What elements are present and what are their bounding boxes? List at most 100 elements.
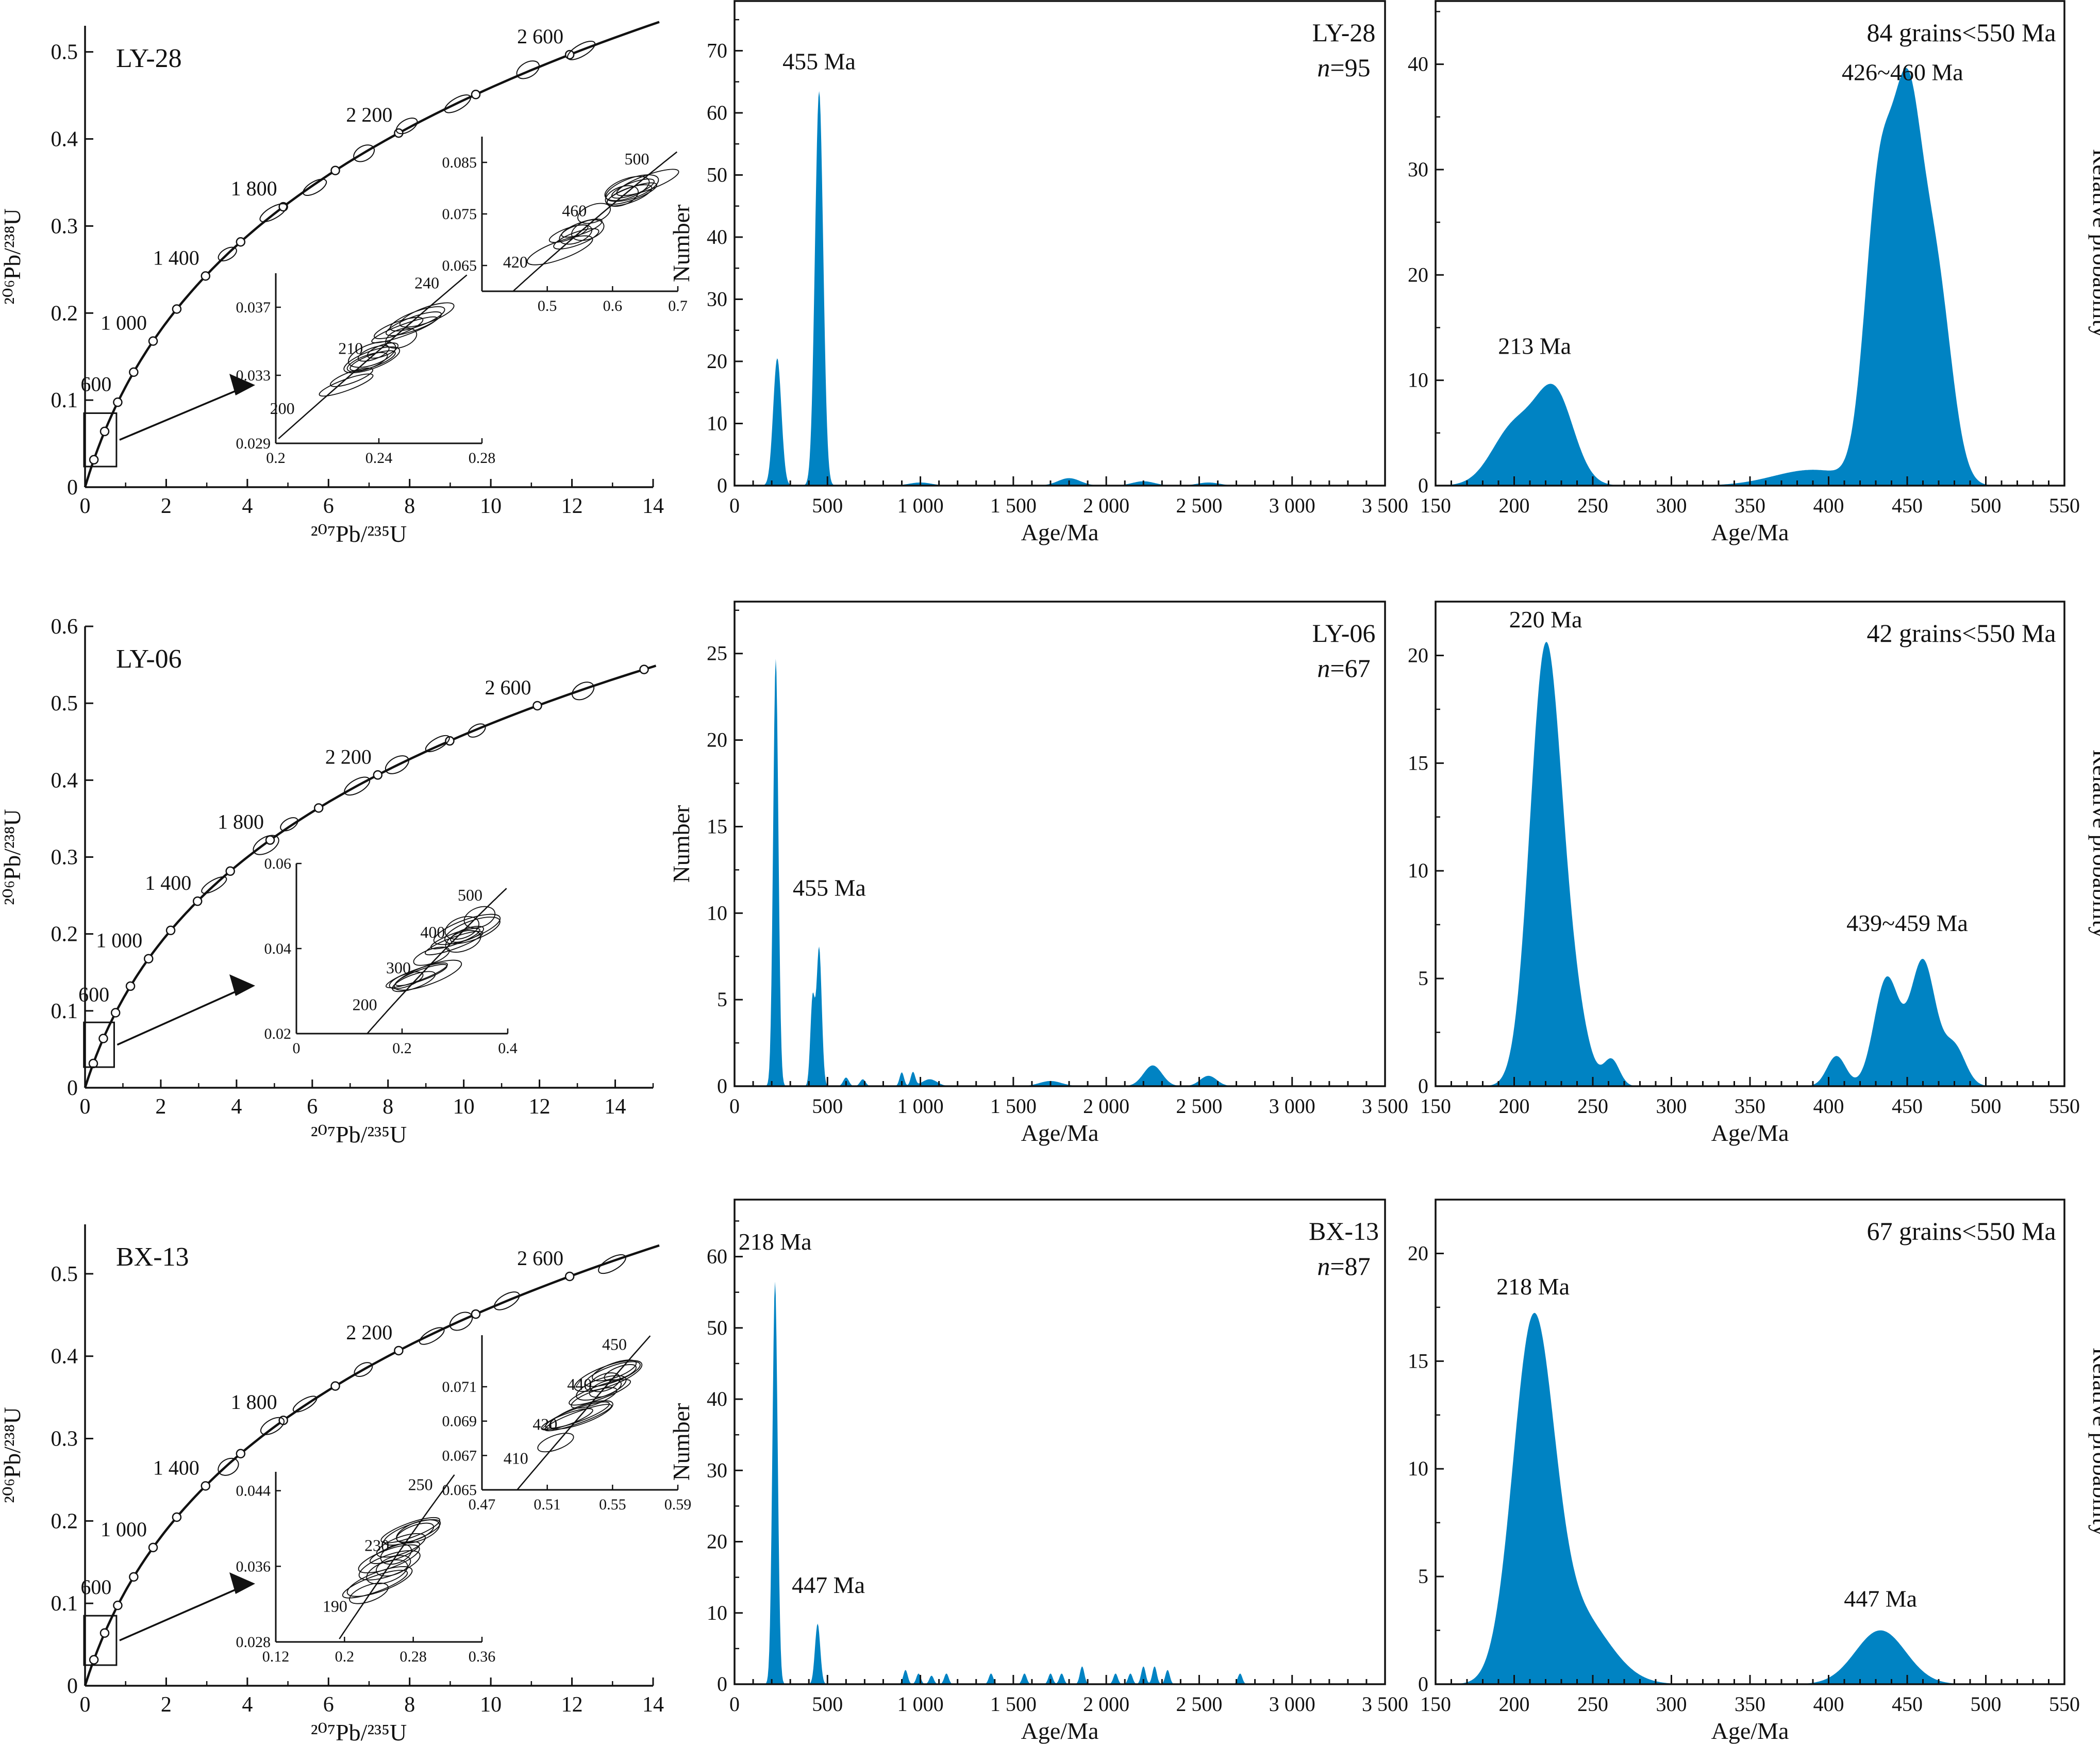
sample-title: LY-06 [1312, 619, 1376, 647]
y-tick-label: 40 [707, 1387, 727, 1410]
x-tick-label: 400 [1813, 1692, 1844, 1716]
inset-age-label: 420 [503, 253, 528, 271]
histogram-area [735, 1282, 1385, 1684]
inset-y-tick-label: 0.06 [264, 855, 292, 872]
y-tick-label: 0 [717, 474, 727, 497]
x-axis-label: ²⁰⁷Pb/²³⁵U [311, 1719, 407, 1744]
inset-x-tick-label: 0.55 [599, 1496, 626, 1513]
x-tick-label: 1 000 [897, 1094, 944, 1118]
inset-ellipse [571, 1387, 618, 1409]
x-tick-label: 4 [231, 1095, 242, 1119]
y-tick-label: 20 [1408, 643, 1428, 667]
probability-area [1436, 642, 2064, 1086]
data-ellipse [395, 118, 418, 135]
inset-ellipse [592, 1359, 637, 1382]
age-marker [172, 304, 182, 314]
inset-ellipse [349, 1582, 389, 1604]
x-tick-label: 2 000 [1083, 1094, 1129, 1118]
inset-age-label: 190 [323, 1597, 347, 1615]
inset-ellipse [605, 185, 639, 207]
y-axis-label: ²⁰⁶Pb/²³⁸U [0, 1407, 25, 1503]
inset-ellipse [357, 345, 390, 362]
inset-ellipse [589, 1379, 622, 1398]
peak-annotation: 218 Ma [739, 1228, 812, 1255]
y-tick-label: 0.3 [51, 1427, 78, 1451]
x-tick-label: 500 [1971, 1094, 2002, 1118]
age-marker [99, 1628, 110, 1638]
age-marker [201, 1481, 211, 1491]
x-tick-label: 0 [80, 494, 91, 518]
inset-ellipse [444, 916, 479, 940]
peak-annotation: 439~459 Ma [1846, 910, 1968, 936]
inset-ellipse [604, 176, 650, 202]
inset-x-tick-label: 0.2 [392, 1040, 412, 1057]
x-tick-label: 500 [1971, 494, 2002, 517]
age-marker [172, 1512, 182, 1522]
curve-age-label: 2 200 [325, 745, 372, 768]
age-marker [313, 803, 324, 813]
x-tick-label: 2 [155, 1095, 166, 1119]
inset-x-tick-label: 0.4 [498, 1040, 518, 1057]
y-tick-label: 60 [707, 101, 727, 124]
x-axis-label: ²⁰⁷Pb/²³⁵U [311, 521, 407, 547]
inset-x-tick-label: 0.6 [603, 297, 623, 314]
data-ellipse [598, 1254, 626, 1274]
y-tick-label: 0 [717, 1074, 727, 1098]
data-ellipse [468, 723, 486, 738]
x-tick-label: 14 [642, 1693, 664, 1717]
inset-age-label: 300 [386, 958, 411, 977]
x-tick-label: 2 000 [1083, 494, 1129, 517]
inset-ellipse [395, 964, 448, 986]
inset-age-label: 410 [504, 1449, 528, 1468]
y-tick-label: 30 [707, 1458, 727, 1482]
age-marker [192, 896, 203, 906]
age-marker [143, 954, 154, 964]
data-ellipse [292, 1396, 318, 1413]
sample-title: LY-28 [1312, 18, 1376, 47]
age-marker [110, 1008, 121, 1018]
x-tick-label: 250 [1577, 1094, 1608, 1118]
inset-age-label: 200 [270, 399, 295, 418]
y-tick-label: 0.3 [51, 846, 78, 870]
probability-area [1436, 1313, 2064, 1684]
x-tick-label: 250 [1577, 494, 1608, 517]
x-axis-label: Age/Ma [1021, 1120, 1099, 1146]
x-tick-label: 0 [729, 1692, 740, 1716]
zoom-box [83, 412, 118, 468]
inset-x-tick-label: 0.5 [538, 297, 557, 314]
inset-age-label: 420 [532, 1415, 557, 1433]
x-tick-label: 14 [605, 1095, 626, 1119]
grains-title: 84 grains<550 Ma [1866, 18, 2056, 47]
x-tick-label: 0 [80, 1693, 91, 1717]
age-marker [265, 835, 275, 845]
age-marker [394, 1346, 404, 1356]
grains-title: 42 grains<550 Ma [1866, 619, 2056, 647]
y-axis-label: Number [668, 1403, 694, 1481]
x-tick-label: 500 [812, 1692, 843, 1716]
y-tick-label: 0.1 [51, 1592, 78, 1616]
data-ellipse [218, 246, 237, 262]
y-tick-label: 30 [707, 287, 727, 310]
histogram-panel-ly-28: 0 500 1 000 1 500 2 000 2 500 3 000 3 500 0 10 20 3… [668, 0, 1408, 545]
probability-panel-ly-06: 150 200 250 300 350 400 450 500 550 0 5 10 15 20 Age/M… [1408, 601, 2100, 1146]
inset-ellipse [389, 971, 424, 989]
x-tick-label: 1 500 [990, 1094, 1037, 1118]
y-axis-label: Number [668, 805, 694, 883]
x-tick-label: 450 [1892, 1094, 1923, 1118]
inset-ellipse [541, 1408, 593, 1431]
inset-ellipse [346, 352, 388, 372]
x-axis-label: Age/Ma [1021, 519, 1099, 545]
y-tick-label: 0 [67, 476, 78, 500]
y-tick-label: 20 [707, 1530, 727, 1553]
x-tick-label: 150 [1420, 494, 1451, 517]
y-tick-label: 0.1 [51, 1000, 78, 1023]
y-tick-label: 0 [717, 1672, 727, 1696]
x-tick-label: 0 [80, 1095, 91, 1119]
y-tick-label: 25 [707, 642, 727, 665]
n-value: =95 [1330, 53, 1370, 82]
inset-y-tick-label: 0.044 [236, 1483, 271, 1500]
x-tick-label: 300 [1656, 1094, 1687, 1118]
n-value: =67 [1330, 654, 1370, 683]
age-marker [330, 1381, 340, 1391]
age-marker [113, 1600, 123, 1610]
